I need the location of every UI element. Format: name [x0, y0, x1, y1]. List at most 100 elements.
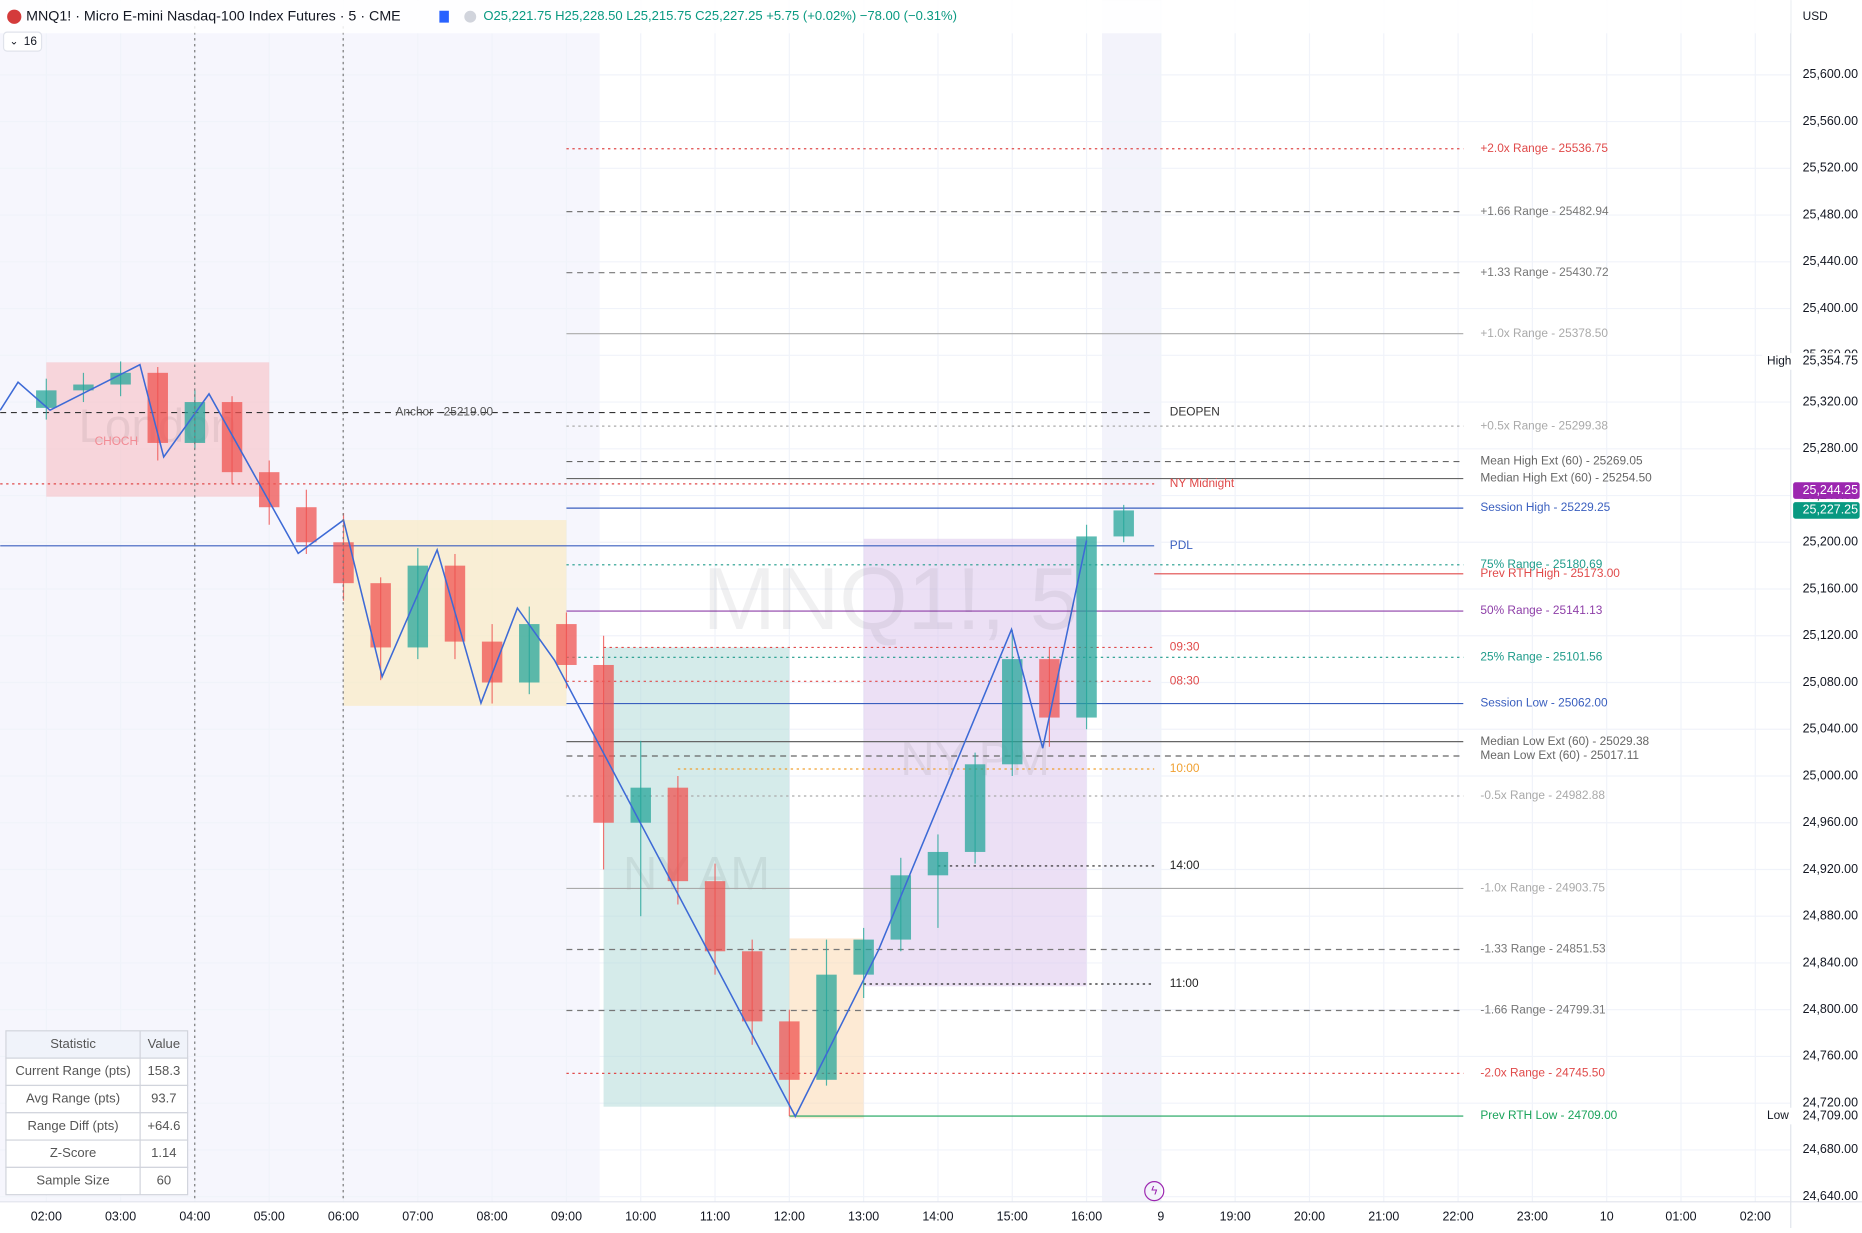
price-badge-text: 25,227.25	[1803, 503, 1858, 517]
y-tick-label: 24,920.00	[1803, 862, 1858, 876]
watermark: MNQ1!, 5	[703, 549, 1079, 648]
level-label: +1.0x Range - 25378.50	[1480, 326, 1608, 340]
table-cell: Range Diff (pts)	[27, 1118, 118, 1133]
table-cell: Current Range (pts)	[15, 1063, 130, 1078]
x-tick-label: 12:00	[774, 1210, 805, 1224]
y-tick-label: 24,800.00	[1803, 1002, 1858, 1016]
x-tick-label: 04:00	[179, 1210, 210, 1224]
candle-body	[890, 875, 912, 940]
alert-icon[interactable]	[1144, 1181, 1165, 1202]
table-cell: Z-Score	[50, 1145, 96, 1160]
candle-body	[481, 641, 503, 683]
level-label: +0.5x Range - 25299.38	[1480, 418, 1608, 432]
y-tick-label: 25,560.00	[1803, 114, 1858, 128]
level-label: +1.66 Range - 25482.94	[1480, 204, 1609, 218]
x-tick-label: 08:00	[477, 1210, 508, 1224]
level-label: +1.33 Range - 25430.72	[1480, 265, 1608, 279]
candle-body	[370, 583, 391, 648]
x-tick-label: 02:00	[1740, 1210, 1771, 1224]
candle-body	[667, 787, 689, 882]
candle-body	[964, 764, 986, 852]
y-tick-label: 24,840.00	[1803, 955, 1858, 969]
y-tick-label: 25,040.00	[1803, 722, 1858, 736]
x-tick-label: 13:00	[848, 1210, 879, 1224]
level-label: -2.0x Range - 24745.50	[1480, 1066, 1605, 1080]
level-label: 10:00	[1170, 761, 1200, 775]
level-label: NY Midnight	[1170, 476, 1235, 490]
table-cell: 1.14	[151, 1145, 176, 1160]
candle-body	[556, 624, 577, 665]
table-row	[5, 1166, 189, 1196]
level-label: Session Low - 25062.00	[1480, 696, 1608, 710]
candle-body	[258, 472, 280, 508]
x-tick-label: 10	[1600, 1210, 1614, 1224]
level-label: Mean Low Ext (60) - 25017.11	[1480, 748, 1639, 762]
table-cell: Statistic	[50, 1036, 96, 1051]
candle-body	[1039, 659, 1060, 718]
level-label: Mean High Ext (60) - 25269.05	[1480, 454, 1643, 468]
y-tick-label: 25,080.00	[1803, 675, 1858, 689]
level-label: 14:00	[1170, 858, 1200, 872]
ohlc-values: O25,221.75 H25,228.50 L25,215.75 C25,227…	[483, 8, 957, 23]
table-cell: Sample Size	[36, 1172, 109, 1187]
alert-glyph[interactable]: ϟ	[1151, 1183, 1157, 1197]
y-tick-label: 25,440.00	[1803, 254, 1858, 268]
candle-body	[184, 402, 206, 443]
table-cell: Value	[148, 1036, 180, 1051]
flag-icon	[7, 9, 22, 24]
x-tick-label: 03:00	[105, 1210, 136, 1224]
candle-body	[704, 881, 726, 952]
x-tick-label: 10:00	[625, 1210, 656, 1224]
interval-badge[interactable]: 16	[24, 34, 38, 48]
zigzag-line	[0, 363, 1088, 1119]
badge-box[interactable]	[2, 31, 43, 52]
level-label: 75% Range - 25180.69	[1480, 557, 1602, 571]
x-tick-label: 14:00	[922, 1210, 953, 1224]
currency[interactable]: USD	[1803, 9, 1828, 23]
level-label: 09:30	[1170, 640, 1200, 654]
level-label: Session High - 25229.25	[1480, 500, 1610, 514]
price-badge-text: 25,354.75	[1803, 354, 1858, 368]
candle-body	[519, 624, 540, 683]
symbol-title[interactable]: MNQ1! · Micro E-mini Nasdaq-100 Index Fu…	[26, 8, 401, 24]
x-tick-label: 07:00	[402, 1210, 433, 1224]
flag[interactable]	[439, 10, 449, 23]
table-cell: 158.3	[148, 1063, 181, 1078]
candle-body	[110, 372, 131, 385]
level-label: 08:30	[1170, 673, 1200, 687]
x-tick-label: 05:00	[254, 1210, 285, 1224]
y-tick-label: 25,320.00	[1803, 394, 1858, 408]
candle-body	[927, 851, 949, 876]
annotation: CHOCH	[95, 434, 138, 448]
price-badge	[1793, 502, 1860, 519]
level-label: Prev RTH High - 25173.00	[1480, 566, 1620, 580]
x-tick-label: 19:00	[1220, 1210, 1251, 1224]
price-badge	[1793, 353, 1860, 370]
y-tick-label: 24,880.00	[1803, 909, 1858, 923]
y-tick-label: 24,960.00	[1803, 815, 1858, 829]
candle-body	[1076, 536, 1097, 718]
level-label: Median Low Ext (60) - 25029.38	[1480, 734, 1649, 748]
y-tick-label: 25,600.00	[1803, 67, 1858, 81]
candle-body	[853, 939, 874, 975]
status-dot	[464, 10, 477, 23]
session-box	[603, 647, 790, 1107]
x-tick-label: 20:00	[1294, 1210, 1325, 1224]
level-label: Median High Ext (60) - 25254.50	[1480, 471, 1652, 485]
x-tick-label: 11:00	[700, 1210, 730, 1224]
candle-body	[147, 372, 168, 443]
candle-body	[444, 565, 466, 642]
annotation: Anchor - 25219.00	[396, 405, 494, 419]
session-shade	[1102, 0, 1162, 1202]
level-label: -0.5x Range - 24982.88	[1480, 788, 1605, 802]
chevron[interactable]: ⌄	[10, 35, 19, 47]
y-tick-label: 25,000.00	[1803, 768, 1858, 782]
y-tick-label: 24,720.00	[1803, 1095, 1858, 1109]
x-tick-label: 23:00	[1517, 1210, 1548, 1224]
price-badge-label: Low	[1767, 1108, 1789, 1122]
price-badge-label: High	[1767, 354, 1791, 368]
y-tick-label: 24,640.00	[1803, 1189, 1858, 1203]
table-cell: 93.7	[151, 1091, 176, 1106]
price-badge-text: 25,244.25	[1803, 483, 1858, 497]
